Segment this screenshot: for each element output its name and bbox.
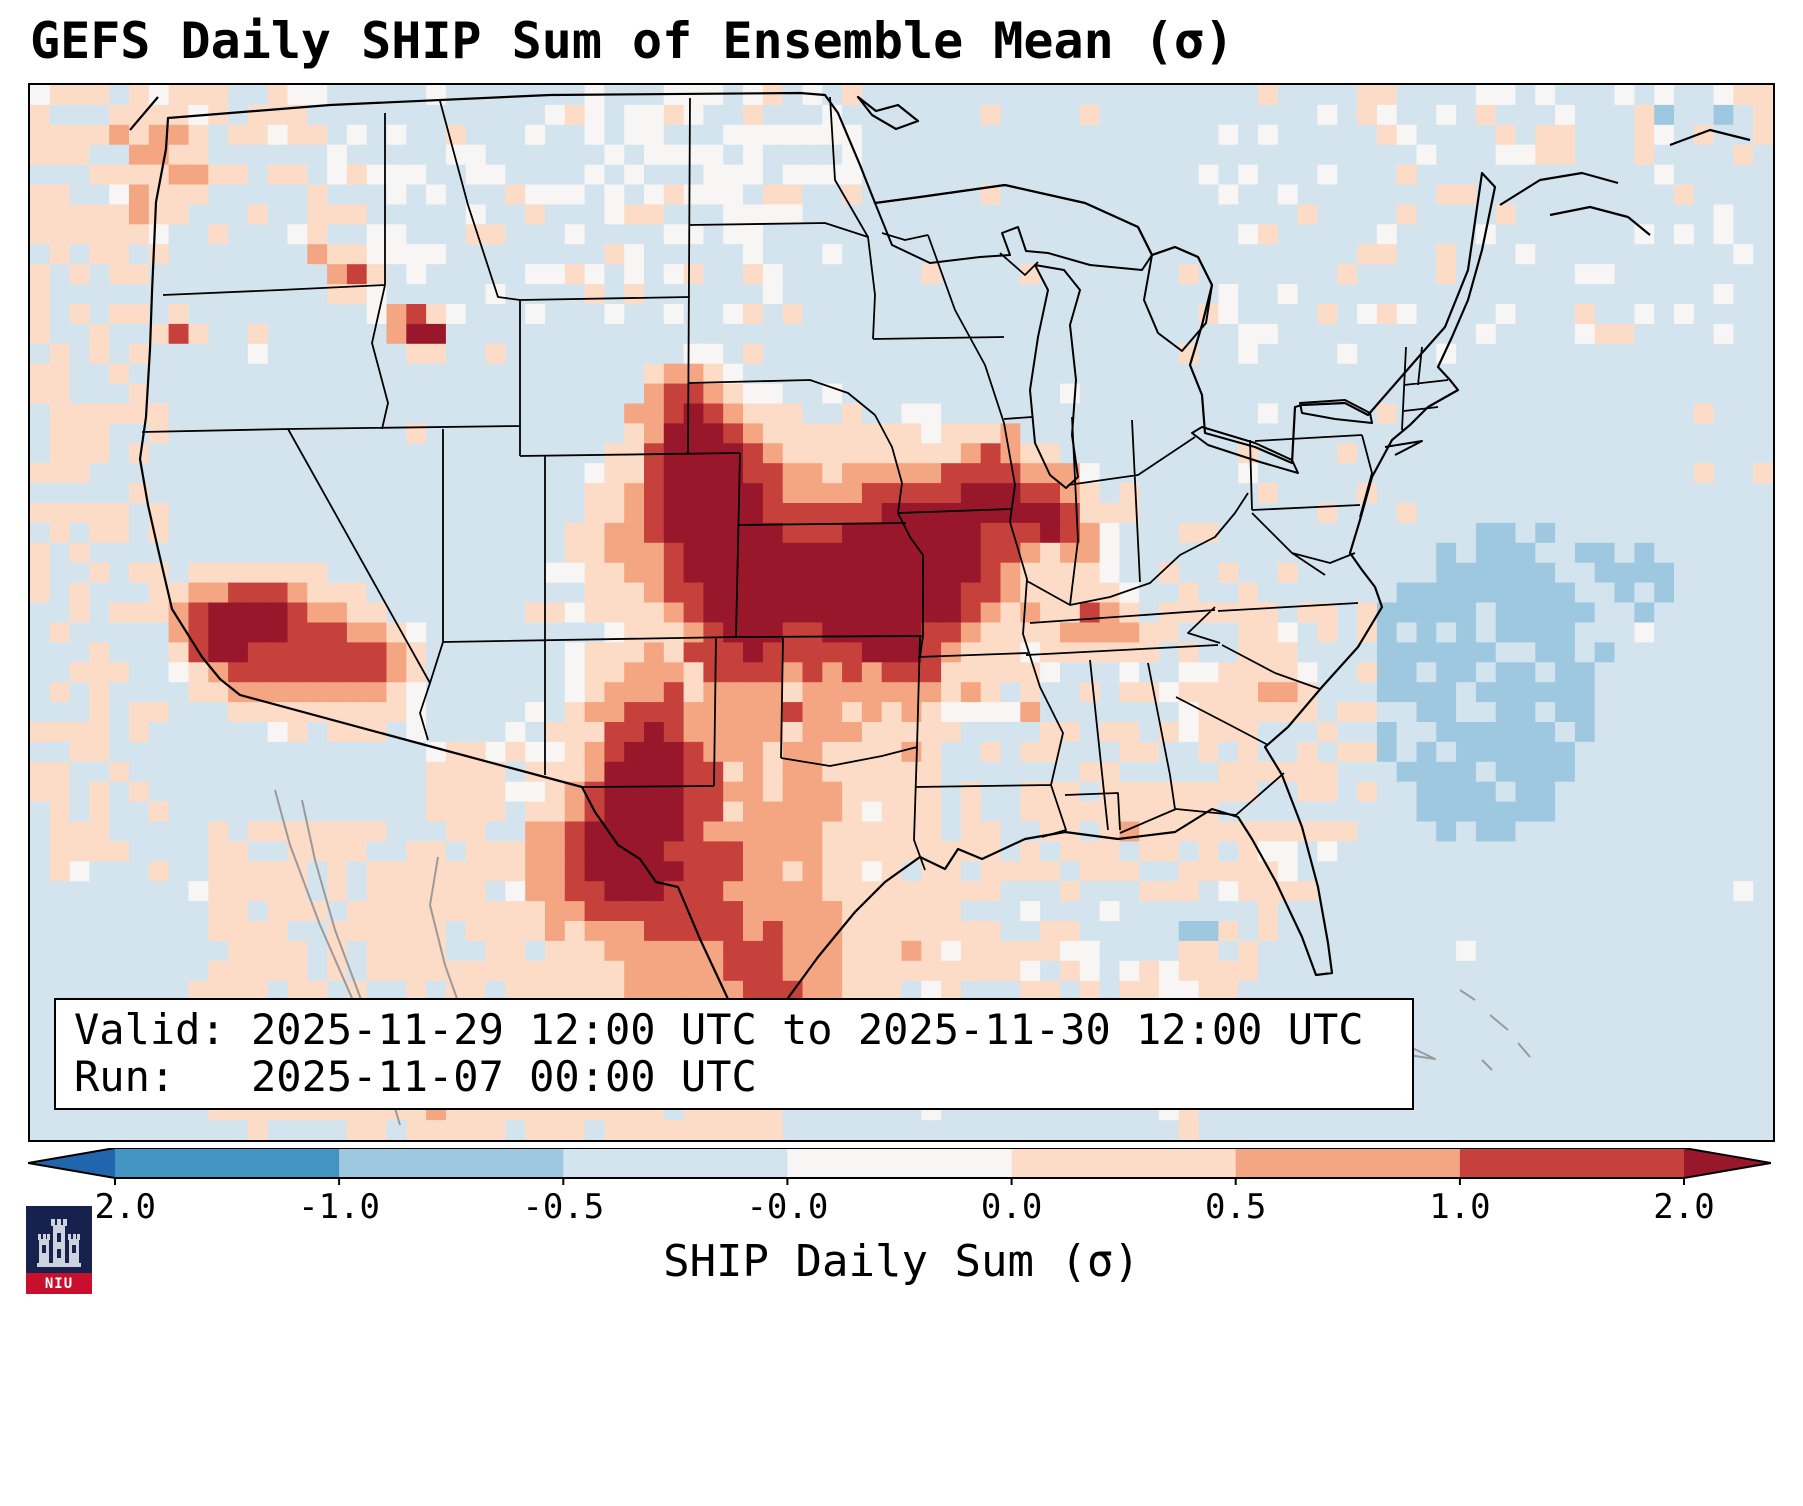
colorbar-tick-label: -0.0 xyxy=(746,1187,828,1227)
colorbar-tick-label: 0.5 xyxy=(1205,1187,1266,1227)
cuba-islands-coastline xyxy=(274,789,1531,1126)
colorbar-segment xyxy=(563,1148,789,1178)
info-box: Valid: 2025-11-29 12:00 UTC to 2025-11-3… xyxy=(54,998,1414,1110)
colorbar-segment xyxy=(1011,1148,1237,1178)
colorbar-segment xyxy=(339,1148,565,1178)
niu-logo: NIU xyxy=(26,1206,92,1294)
colorbar-segment xyxy=(1459,1148,1685,1178)
colorbar-segment xyxy=(787,1148,1013,1178)
map-panel: Valid: 2025-11-29 12:00 UTC to 2025-11-3… xyxy=(28,83,1775,1142)
great-lakes xyxy=(874,184,1423,489)
colorbar-body: -2.0 -1.0 -0.5 -0.0 0.0 0.5 1.0 2.0 xyxy=(28,1148,1771,1227)
colorbar-extend-low xyxy=(28,1148,115,1178)
coastline-national-borders xyxy=(129,91,1751,1057)
valid-time-line: Valid: 2025-11-29 12:00 UTC to 2025-11-3… xyxy=(74,1005,1364,1054)
conus-map xyxy=(30,85,1773,1140)
page-title: GEFS Daily SHIP Sum of Ensemble Mean (σ) xyxy=(30,12,1235,70)
run-time-line: Run: 2025-11-07 00:00 UTC xyxy=(74,1052,757,1101)
colorbar-tick-label: 1.0 xyxy=(1429,1187,1490,1227)
colorbar-tick-label: -0.5 xyxy=(522,1187,604,1227)
colorbar-tick-label: 0.0 xyxy=(981,1187,1042,1227)
sigma-grid-cells xyxy=(30,85,1773,1140)
niu-logo-text: NIU xyxy=(44,1275,74,1292)
colorbar-label: SHIP Daily Sum (σ) xyxy=(663,1236,1140,1287)
colorbar-extend-high xyxy=(1684,1148,1771,1178)
colorbar-segment xyxy=(115,1148,341,1178)
colorbar-tick-label: 2.0 xyxy=(1653,1187,1714,1227)
state-boundaries xyxy=(141,96,1449,871)
niu-banner: NIU xyxy=(26,1273,92,1294)
colorbar-tick-label: -1.0 xyxy=(298,1187,380,1227)
colorbar: -2.0 -1.0 -0.5 -0.0 0.0 0.5 1.0 2.0 xyxy=(28,1148,1771,1227)
castle-icon xyxy=(37,1219,81,1267)
colorbar-segment xyxy=(1235,1148,1461,1178)
